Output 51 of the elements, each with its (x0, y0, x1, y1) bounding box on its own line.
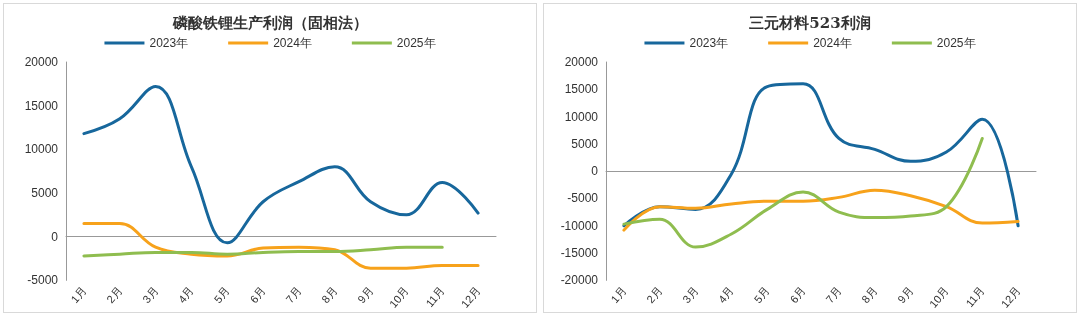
x-tick-label: 8月 (859, 284, 880, 306)
y-tick-label: 10000 (24, 142, 59, 157)
legend-label: 2024年 (813, 36, 852, 50)
x-tick-label: 10月 (386, 284, 412, 311)
y-tick-label: -15000 (560, 246, 599, 261)
chart-title: 磷酸铁锂生产利润（固相法） (171, 13, 368, 32)
x-tick-label: 5月 (211, 284, 232, 306)
x-tick-label: 4月 (175, 284, 197, 306)
x-tick-label: 2月 (104, 284, 125, 306)
x-tick-label: 2月 (644, 284, 665, 306)
x-tick-label: 10月 (926, 284, 952, 311)
y-tick-label: 15000 (24, 98, 59, 113)
x-tick-label: 3月 (679, 284, 701, 306)
y-tick-label: -5000 (27, 273, 59, 288)
y-tick-label: 20000 (24, 55, 59, 69)
y-tick-label: -20000 (560, 273, 599, 288)
x-tick-label: 12月 (458, 284, 483, 311)
x-tick-label: 12月 (998, 284, 1023, 311)
y-tick-label: 0 (591, 164, 599, 179)
legend-label: 2023年 (149, 36, 189, 50)
legend-label: 2024年 (273, 36, 312, 50)
x-tick-label: 8月 (319, 284, 340, 306)
y-tick-label: 5000 (31, 186, 59, 201)
y-tick-label: 15000 (564, 82, 599, 97)
x-tick-label: 4月 (715, 284, 737, 306)
y-tick-label: 5000 (571, 136, 599, 151)
x-tick-label: 6月 (247, 284, 268, 306)
x-tick-label: 7月 (823, 284, 844, 306)
y-tick-label: 0 (51, 229, 59, 244)
y-tick-label: -5000 (567, 191, 599, 206)
x-tick-label: 9月 (894, 284, 916, 306)
y-tick-label: 20000 (564, 55, 599, 69)
x-tick-label: 9月 (354, 284, 376, 306)
line-series (622, 188, 1020, 232)
legend-label: 2025年 (396, 36, 436, 50)
line-series (82, 84, 480, 245)
x-tick-label: 6月 (787, 284, 808, 306)
line-series (622, 136, 984, 249)
line-series (82, 245, 444, 258)
x-tick-label: 5月 (751, 284, 772, 306)
x-tick-label: 1月 (608, 284, 629, 306)
legend-label: 2023年 (689, 36, 729, 50)
y-tick-label: -10000 (560, 218, 599, 233)
x-tick-label: 11月 (423, 284, 447, 310)
x-tick-label: 3月 (139, 284, 161, 306)
chart-title: 三元材料523利润 (749, 13, 871, 32)
x-tick-label: 11月 (963, 284, 987, 310)
x-tick-label: 7月 (283, 284, 304, 306)
x-tick-label: 1月 (68, 284, 89, 306)
legend-label: 2025年 (936, 36, 976, 50)
y-tick-label: 10000 (564, 109, 599, 124)
